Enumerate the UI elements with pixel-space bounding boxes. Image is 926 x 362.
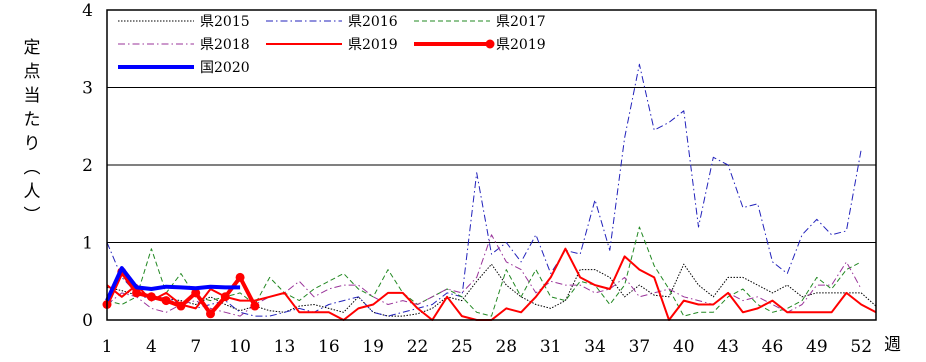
x-tick-label: 46: [762, 337, 784, 357]
x-tick-label: 7: [190, 337, 201, 357]
x-tick-label: 10: [229, 337, 251, 357]
series-point: [250, 301, 260, 311]
x-tick-label: 25: [451, 337, 473, 357]
legend-label: 県2018: [200, 37, 250, 53]
series-6: [105, 266, 241, 302]
x-tick-label: 4: [146, 337, 157, 357]
series-2: [106, 226, 862, 317]
legend: 県2015 県2016 県2017 県2018 県2019 県2019 国2020: [115, 12, 559, 80]
x-tick-label: 31: [540, 337, 562, 357]
legend-item: 県2016: [266, 14, 398, 30]
x-tick-label: 49: [806, 337, 828, 357]
x-tick-label: 28: [495, 337, 517, 357]
legend-label: 県2015: [200, 14, 250, 30]
x-tick-label: 37: [629, 337, 651, 357]
legend-item: 県2017: [414, 14, 546, 30]
y-axis-label: 定点当たり ︵ 人 ︶: [23, 38, 41, 226]
series-point: [146, 292, 156, 302]
series-point: [132, 288, 142, 298]
y-tick-label: 0: [82, 311, 93, 331]
series-line: [106, 63, 862, 317]
series-5: [102, 267, 260, 319]
series-4: [106, 247, 877, 321]
x-tick-label: 19: [362, 337, 384, 357]
legend-label: 国2020: [200, 60, 250, 76]
series-line: [106, 234, 862, 317]
legend-label: 県2017: [496, 14, 546, 30]
x-axis-label: 週: [884, 335, 901, 355]
series-point: [235, 272, 245, 282]
legend-marker: [485, 39, 495, 49]
series-point: [220, 292, 230, 302]
x-tick-label: 34: [584, 337, 606, 357]
x-tick-label: 52: [850, 337, 872, 357]
x-tick-label: 43: [717, 337, 739, 357]
series-point: [161, 296, 171, 306]
y-tick-label: 2: [82, 156, 93, 176]
y-tick-labels: 0 1 2 3 4: [82, 1, 93, 331]
series-line: [106, 263, 877, 317]
plot-frame: [106, 9, 877, 321]
series-layer: [102, 63, 877, 321]
series-1: [106, 63, 862, 317]
grid-lines: [107, 87, 876, 243]
y-tick-label: 4: [82, 1, 93, 21]
series-0: [106, 263, 877, 317]
series-line: [106, 226, 862, 317]
legend-item: 県2019: [266, 37, 398, 53]
series-3: [106, 234, 862, 317]
legend-item: 国2020: [118, 60, 250, 76]
x-tick-label: 22: [407, 337, 429, 357]
y-tick-label: 3: [82, 79, 93, 99]
y-tick-label: 1: [82, 234, 93, 254]
series-point: [176, 301, 186, 311]
legend-label: 県2019: [496, 37, 546, 53]
legend-item: 県2019: [414, 37, 546, 53]
series-line: [106, 247, 877, 321]
legend-item: 県2018: [118, 37, 250, 53]
x-tick-label: 40: [673, 337, 695, 357]
x-tick-labels: 1 4 7 10 13 16 19 22 25 28 31 34 37 40 43 46 49 52: [102, 337, 872, 357]
legend-label: 県2019: [348, 37, 398, 53]
series-point: [191, 288, 201, 298]
series-point: [206, 309, 216, 319]
series-line: [105, 266, 241, 302]
x-tick-label: 13: [274, 337, 296, 357]
legend-label: 県2016: [348, 14, 398, 30]
legend-item: 県2015: [118, 14, 250, 30]
x-tick-label: 16: [318, 337, 340, 357]
x-tick-label: 1: [102, 337, 113, 357]
